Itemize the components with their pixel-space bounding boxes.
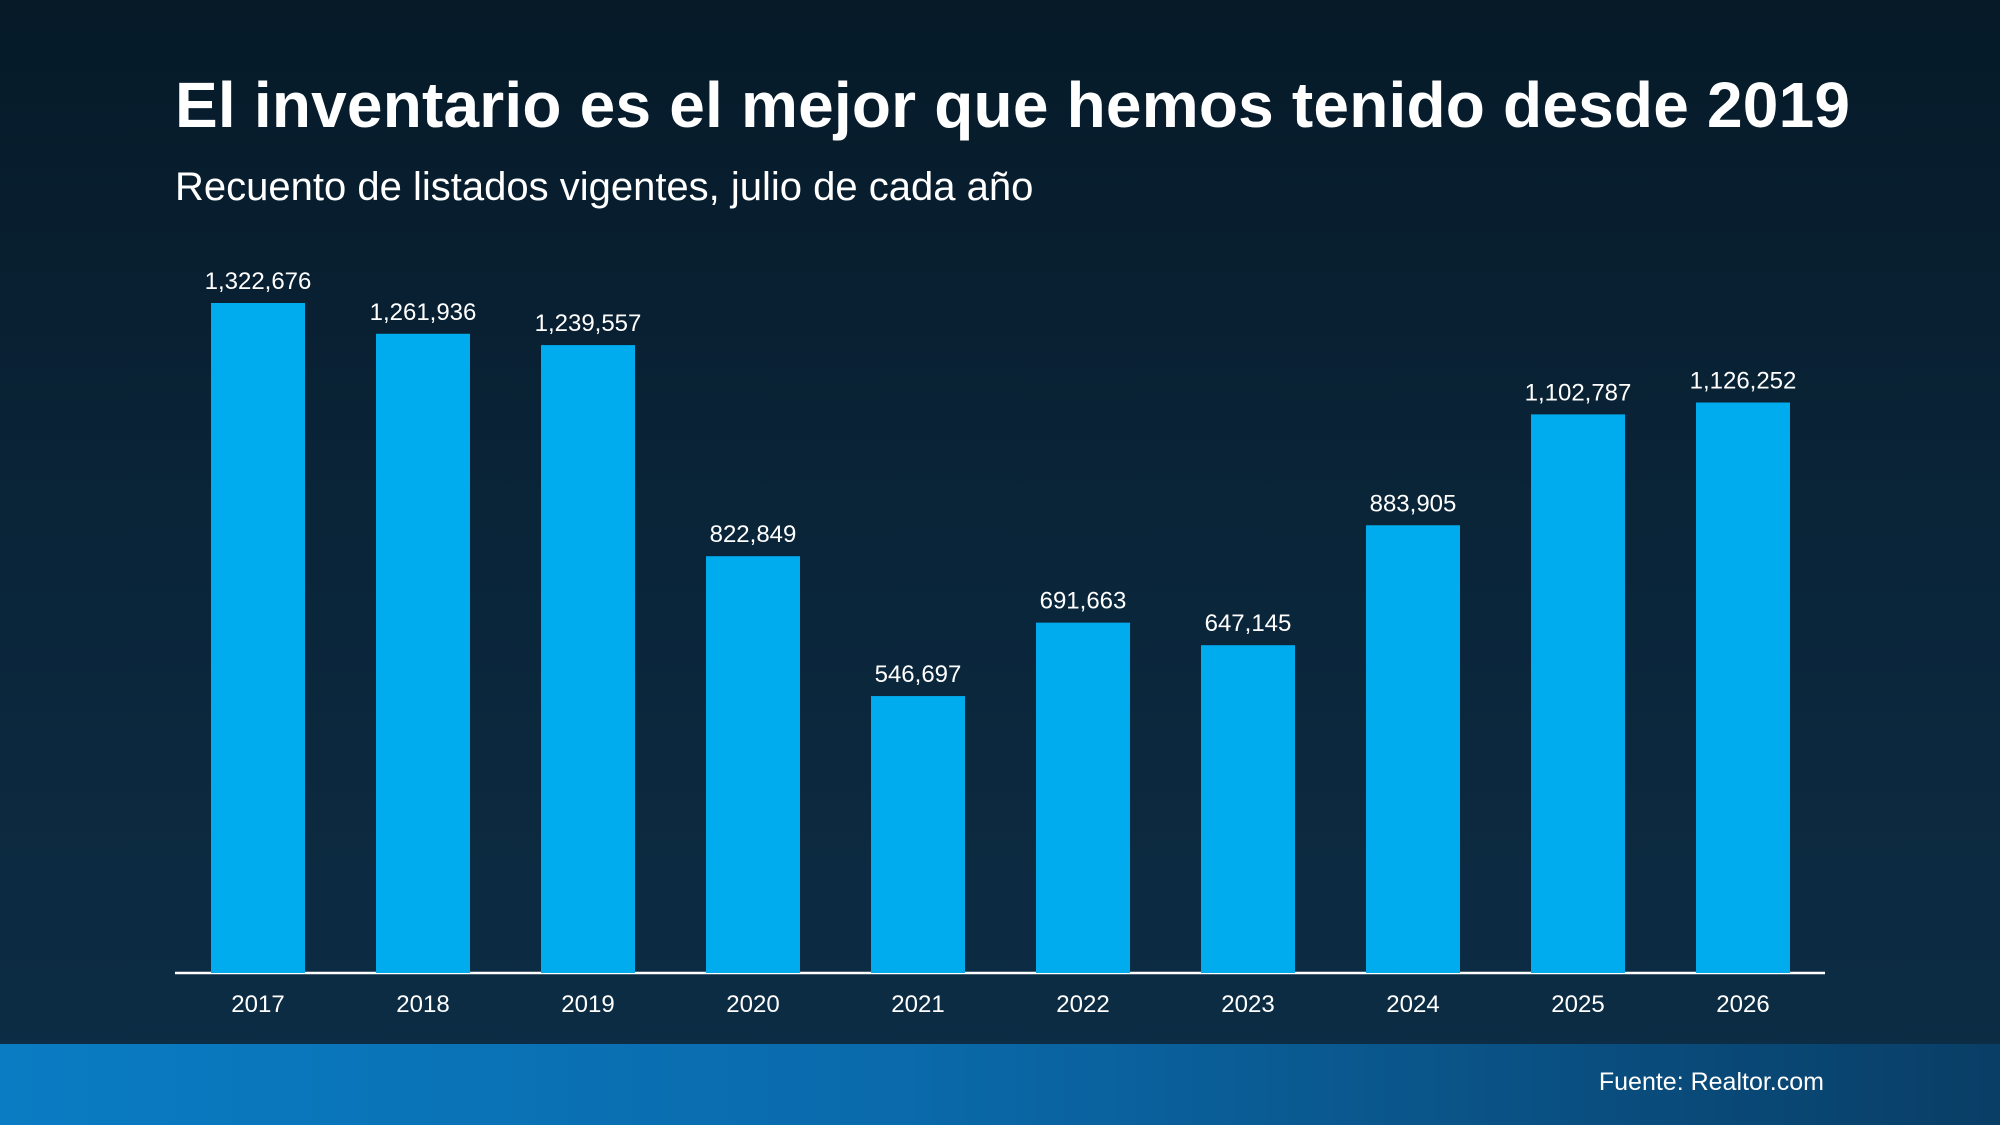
x-tick-label-2026: 2026: [1716, 991, 1769, 1018]
bar-2026: [1696, 402, 1790, 973]
bar-2019: [541, 345, 635, 973]
data-label-2022: 691,663: [1040, 588, 1127, 615]
bar-2024: [1366, 525, 1460, 973]
x-tick-label-2020: 2020: [726, 991, 779, 1018]
bar-2020: [706, 556, 800, 973]
x-tick-label-2022: 2022: [1056, 991, 1109, 1018]
chart-subtitle: Recuento de listados vigentes, julio de …: [175, 165, 1034, 209]
bar-2023: [1201, 645, 1295, 973]
data-label-2024: 883,905: [1370, 490, 1457, 517]
bar-2025: [1531, 414, 1625, 973]
bar-2022: [1036, 622, 1130, 973]
x-tick-label-2021: 2021: [891, 991, 944, 1018]
bar-2017: [211, 303, 305, 973]
data-label-2019: 1,239,557: [535, 310, 642, 337]
x-tick-label-2025: 2025: [1551, 991, 1604, 1018]
x-tick-label-2018: 2018: [396, 991, 449, 1018]
x-tick-label-2019: 2019: [561, 991, 614, 1018]
data-label-2021: 546,697: [875, 661, 962, 688]
bar-2021: [871, 696, 965, 973]
x-tick-label-2024: 2024: [1386, 991, 1439, 1018]
data-label-2023: 647,145: [1205, 610, 1292, 637]
data-label-2025: 1,102,787: [1525, 379, 1632, 406]
x-tick-label-2023: 2023: [1221, 991, 1274, 1018]
chart-title: El inventario es el mejor que hemos teni…: [175, 69, 1851, 141]
data-label-2026: 1,126,252: [1690, 367, 1797, 394]
data-label-2018: 1,261,936: [370, 299, 477, 326]
bar-2018: [376, 333, 470, 973]
data-label-2017: 1,322,676: [205, 268, 312, 295]
x-tick-label-2017: 2017: [231, 991, 284, 1018]
data-label-2020: 822,849: [710, 521, 797, 548]
bar-chart: 1,322,676 2017 1,261,936 2018 1,239,557 2019 8…: [205, 268, 1797, 1018]
footer-bar: Fuente: Realtor.com: [0, 1044, 2000, 1125]
source-label: Fuente: Realtor.com: [1598, 1068, 1824, 1096]
